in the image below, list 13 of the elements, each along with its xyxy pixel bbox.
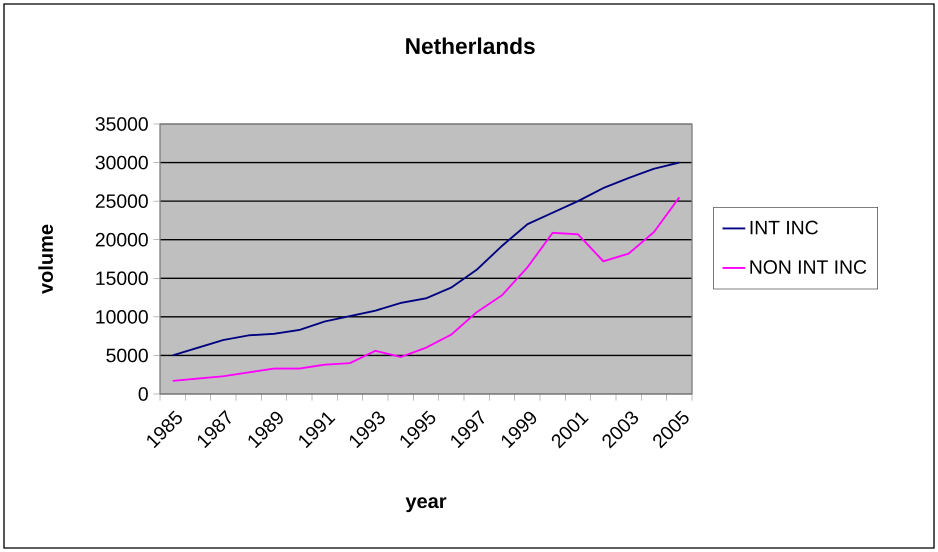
y-tick-label: 0 (138, 387, 148, 401)
y-tick-label: 25000 (96, 194, 148, 208)
y-axis-title: volume (38, 224, 53, 294)
y-tick-label: 35000 (96, 117, 148, 131)
legend-label: INT INC (750, 220, 818, 234)
chart-title: Netherlands (406, 37, 535, 54)
x-axis-title: year (406, 497, 446, 512)
y-tick-label: 10000 (96, 310, 148, 324)
y-tick-label: 30000 (96, 156, 148, 170)
y-tick-label: 5000 (106, 348, 148, 362)
y-tick-label: 20000 (96, 232, 148, 247)
y-tick-label: 15000 (96, 271, 148, 286)
legend-label: NON INT INC (750, 260, 866, 274)
